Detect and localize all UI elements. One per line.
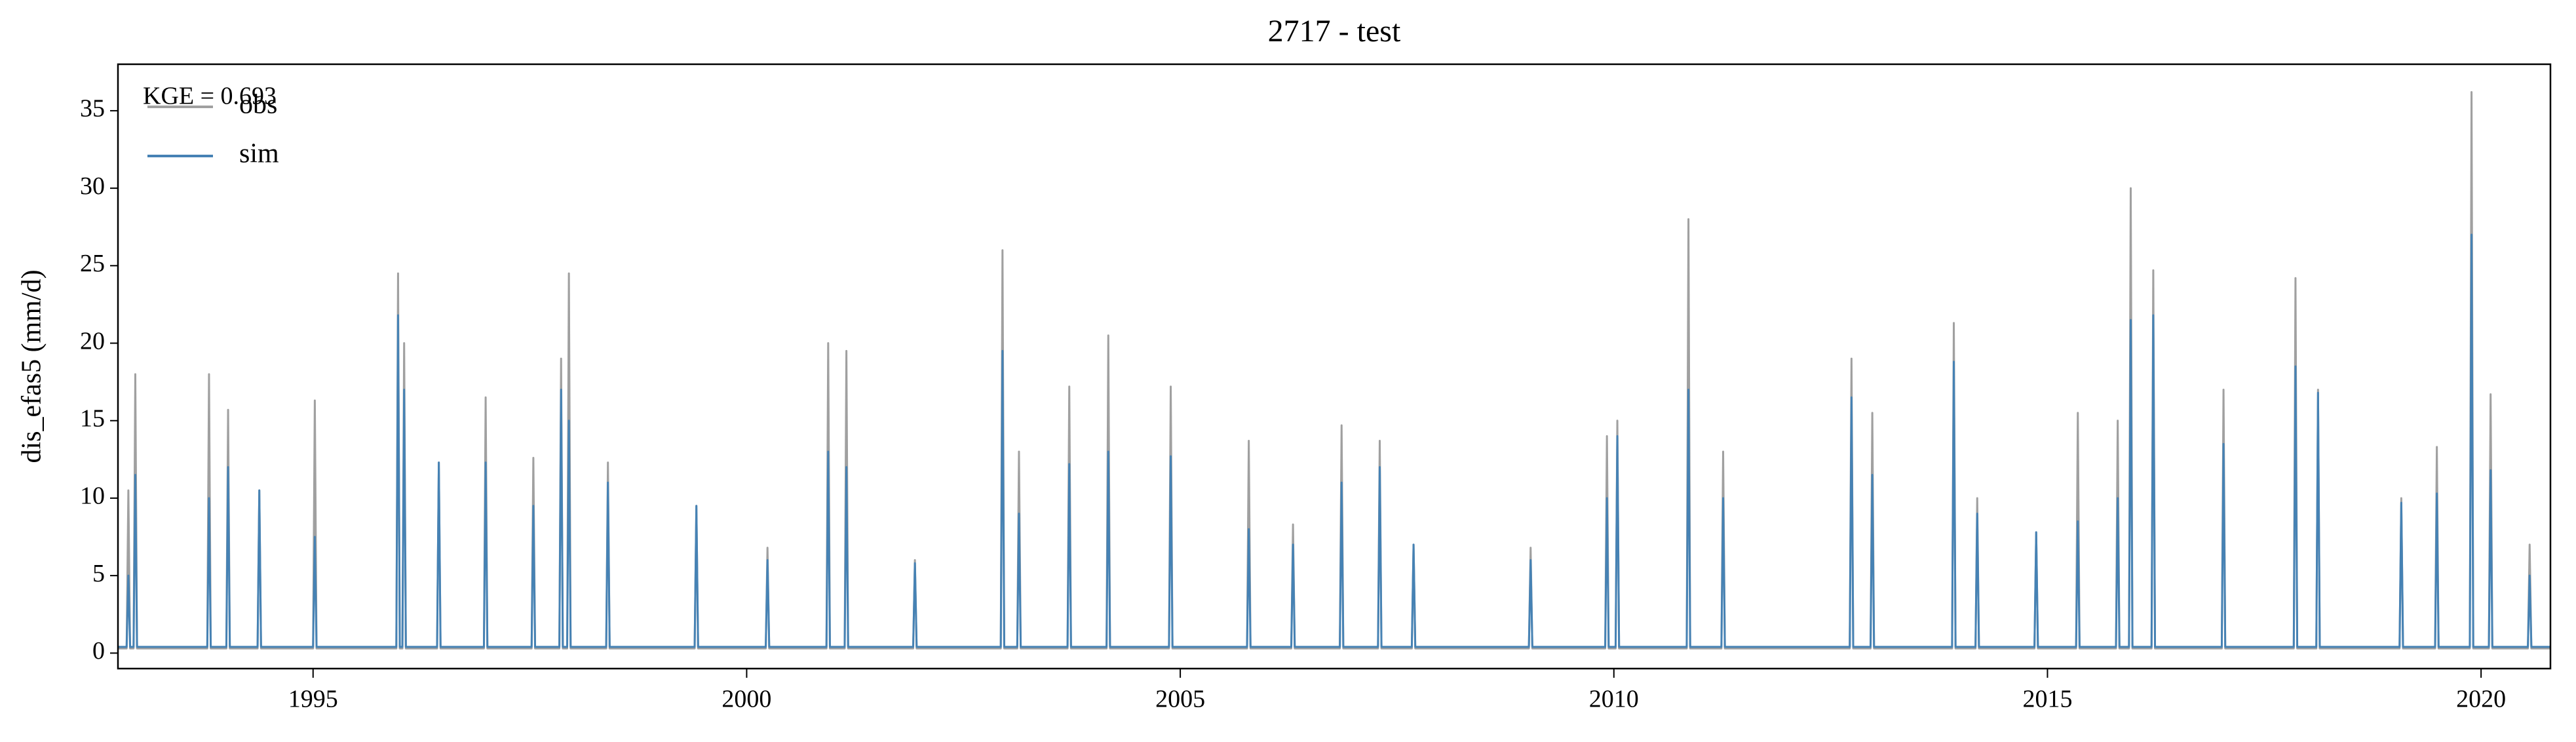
x-tick-label: 2010 <box>1589 686 1639 713</box>
series-line <box>118 91 2550 650</box>
y-tick-label: 15 <box>80 404 105 432</box>
y-tick-label: 30 <box>80 172 105 200</box>
y-tick-label: 5 <box>92 560 105 587</box>
y-tick-label: 10 <box>80 482 105 510</box>
x-tick-label: 2005 <box>1155 686 1205 713</box>
y-tick-label: 25 <box>80 250 105 277</box>
y-tick-label: 20 <box>80 327 105 355</box>
legend-label: sim <box>239 139 279 169</box>
series-line <box>118 233 2550 648</box>
x-tick-label: 2000 <box>721 686 771 713</box>
y-tick-label: 35 <box>80 95 105 123</box>
x-tick-label: 2020 <box>2456 686 2506 713</box>
x-tick-label: 1995 <box>288 686 338 713</box>
y-tick-label: 0 <box>92 637 105 665</box>
annotation: KGE = 0.693 <box>143 83 277 110</box>
plot-frame <box>117 63 2552 670</box>
chart-title: 2717 - test <box>1268 14 1401 49</box>
y-axis-label: dis_efas5 (mm/d) <box>17 269 47 463</box>
x-tick-label: 2015 <box>2022 686 2072 713</box>
legend-label: obs <box>239 90 277 120</box>
